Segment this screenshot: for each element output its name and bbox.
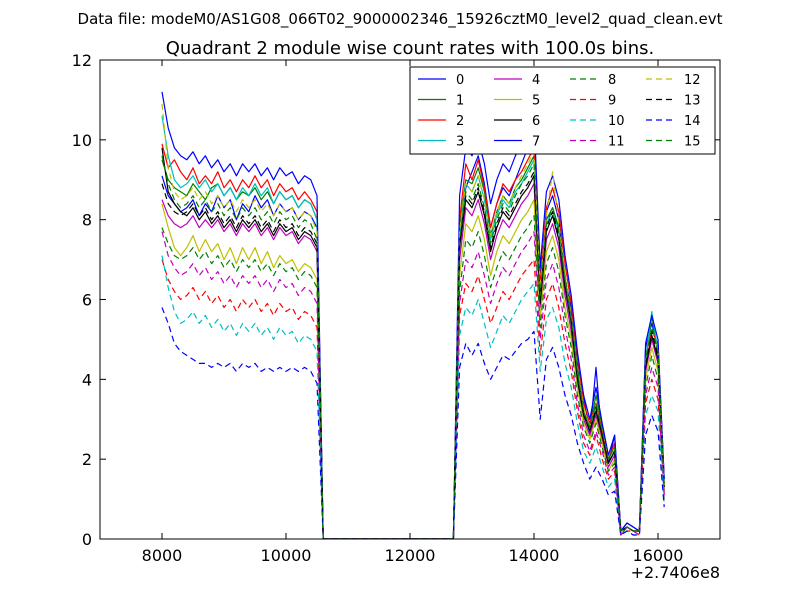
series-line-7 (161, 91, 665, 539)
series-line-8 (161, 215, 665, 539)
series-line-4 (161, 183, 665, 539)
chart-title: Quadrant 2 module wise count rates with … (166, 38, 655, 59)
x-offset-label: +2.7406e8 (631, 563, 720, 582)
legend-label-4: 4 (532, 73, 540, 88)
legend-label-14: 14 (684, 114, 701, 129)
legend-label-1: 1 (456, 94, 464, 109)
y-tick-label: 6 (82, 291, 92, 310)
series-line-14 (161, 307, 665, 539)
legend-label-12: 12 (684, 73, 701, 88)
legend-label-10: 10 (608, 114, 625, 129)
series-line-3 (161, 115, 665, 539)
legend-label-13: 13 (684, 94, 701, 109)
legend-label-9: 9 (608, 94, 616, 109)
series-line-1 (161, 155, 665, 539)
legend-label-6: 6 (532, 114, 540, 129)
series-line-6 (161, 147, 665, 539)
x-tick-label: 8000 (142, 546, 183, 565)
series-line-13 (161, 171, 665, 539)
x-tick-label: 14000 (509, 546, 560, 565)
chart-suptitle: Data file: modeM0/AS1G08_066T02_90000023… (78, 10, 723, 29)
y-tick-label: 10 (72, 131, 92, 150)
series-line-2 (161, 143, 665, 539)
legend-label-5: 5 (532, 94, 540, 109)
legend-label-2: 2 (456, 114, 464, 129)
y-tick-label: 4 (82, 370, 92, 389)
series-line-11 (161, 231, 665, 539)
series-line-12 (161, 103, 665, 539)
series-layer (161, 91, 665, 539)
series-line-9 (161, 259, 665, 539)
series-line-5 (161, 199, 665, 539)
y-tick-label: 12 (72, 51, 92, 70)
x-tick-label: 16000 (633, 546, 684, 565)
legend-label-0: 0 (456, 73, 464, 88)
legend-label-15: 15 (684, 135, 701, 150)
legend-label-7: 7 (532, 135, 540, 150)
series-line-15 (161, 155, 665, 539)
y-tick-label: 2 (82, 450, 92, 469)
legend-label-8: 8 (608, 73, 616, 88)
x-tick-label: 10000 (261, 546, 312, 565)
series-line-10 (161, 255, 665, 539)
y-tick-label: 8 (82, 211, 92, 230)
x-tick-label: 12000 (385, 546, 436, 565)
legend-label-11: 11 (608, 135, 625, 150)
y-tick-label: 0 (82, 530, 92, 549)
legend-label-3: 3 (456, 135, 464, 150)
legend-frame (409, 66, 716, 155)
